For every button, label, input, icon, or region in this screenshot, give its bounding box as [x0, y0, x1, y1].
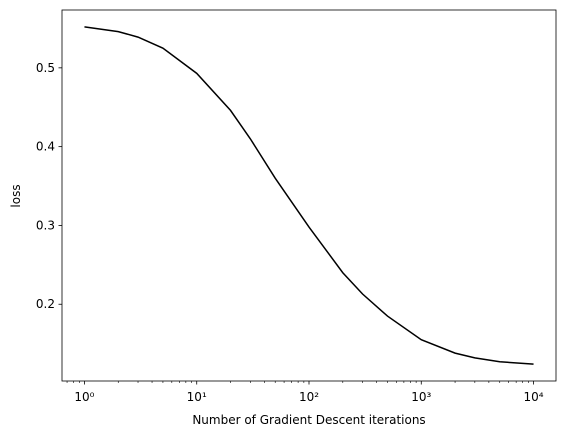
x-tick-label: 10⁴	[523, 390, 543, 404]
x-tick-label: 10³	[411, 390, 431, 404]
y-tick-label: 0.2	[36, 297, 55, 311]
line-series	[84, 26, 534, 365]
x-tick-label: 10²	[299, 390, 319, 404]
y-tick-label: 0.5	[36, 61, 55, 75]
y-axis-label: loss	[9, 184, 23, 207]
x-tick-label: 10¹	[187, 390, 207, 404]
x-axis-label: Number of Gradient Descent iterations	[192, 413, 425, 427]
y-tick-label: 0.4	[36, 140, 55, 154]
plot-frame	[61, 9, 557, 382]
y-tick-label: 0.3	[36, 218, 55, 232]
x-tick-label: 10⁰	[74, 390, 94, 404]
